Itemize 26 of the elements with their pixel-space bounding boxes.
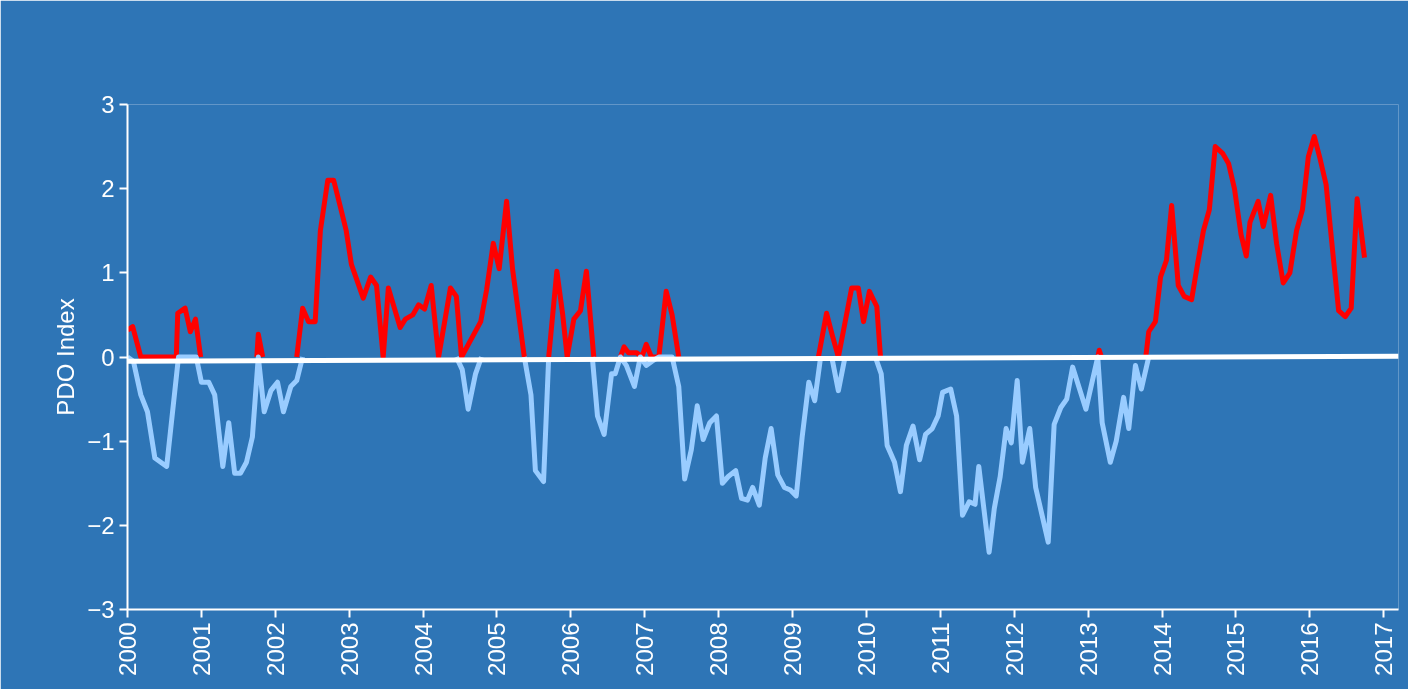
y-tick-label: 0 [101, 343, 115, 371]
y-tick-label: 1 [101, 259, 115, 287]
x-tick-label: 2012 [1000, 622, 1028, 676]
y-tick-label: 2 [101, 175, 115, 203]
x-tick-label: 2003 [335, 622, 363, 676]
x-tick-label: 2014 [1148, 622, 1176, 676]
x-tick-label: 2007 [631, 622, 659, 676]
x-tick-label: 2013 [1074, 622, 1102, 676]
x-tick-label: 2015 [1222, 622, 1250, 676]
y-tick-label: −3 [87, 596, 115, 623]
x-tick-label: 2006 [557, 622, 585, 676]
x-tick-label: 2005 [483, 622, 511, 676]
y-axis-title: PDO Index [52, 298, 80, 416]
y-tick-label: −1 [87, 427, 115, 455]
x-tick-label: 2010 [852, 622, 880, 676]
y-tick-label: 3 [101, 91, 115, 118]
x-tick-label: 2016 [1296, 622, 1324, 676]
x-tick-label: 2011 [926, 622, 954, 675]
x-tick-label: 2009 [779, 622, 807, 676]
x-tick-label: 2008 [705, 622, 733, 676]
x-tick-label: 2017 [1370, 622, 1398, 676]
x-tick-label: 2002 [261, 622, 289, 676]
y-tick-label: −2 [87, 511, 115, 539]
x-tick-label: 2000 [114, 622, 141, 676]
x-tick-label: 2004 [409, 622, 437, 676]
x-tick-label: 2001 [187, 622, 215, 676]
